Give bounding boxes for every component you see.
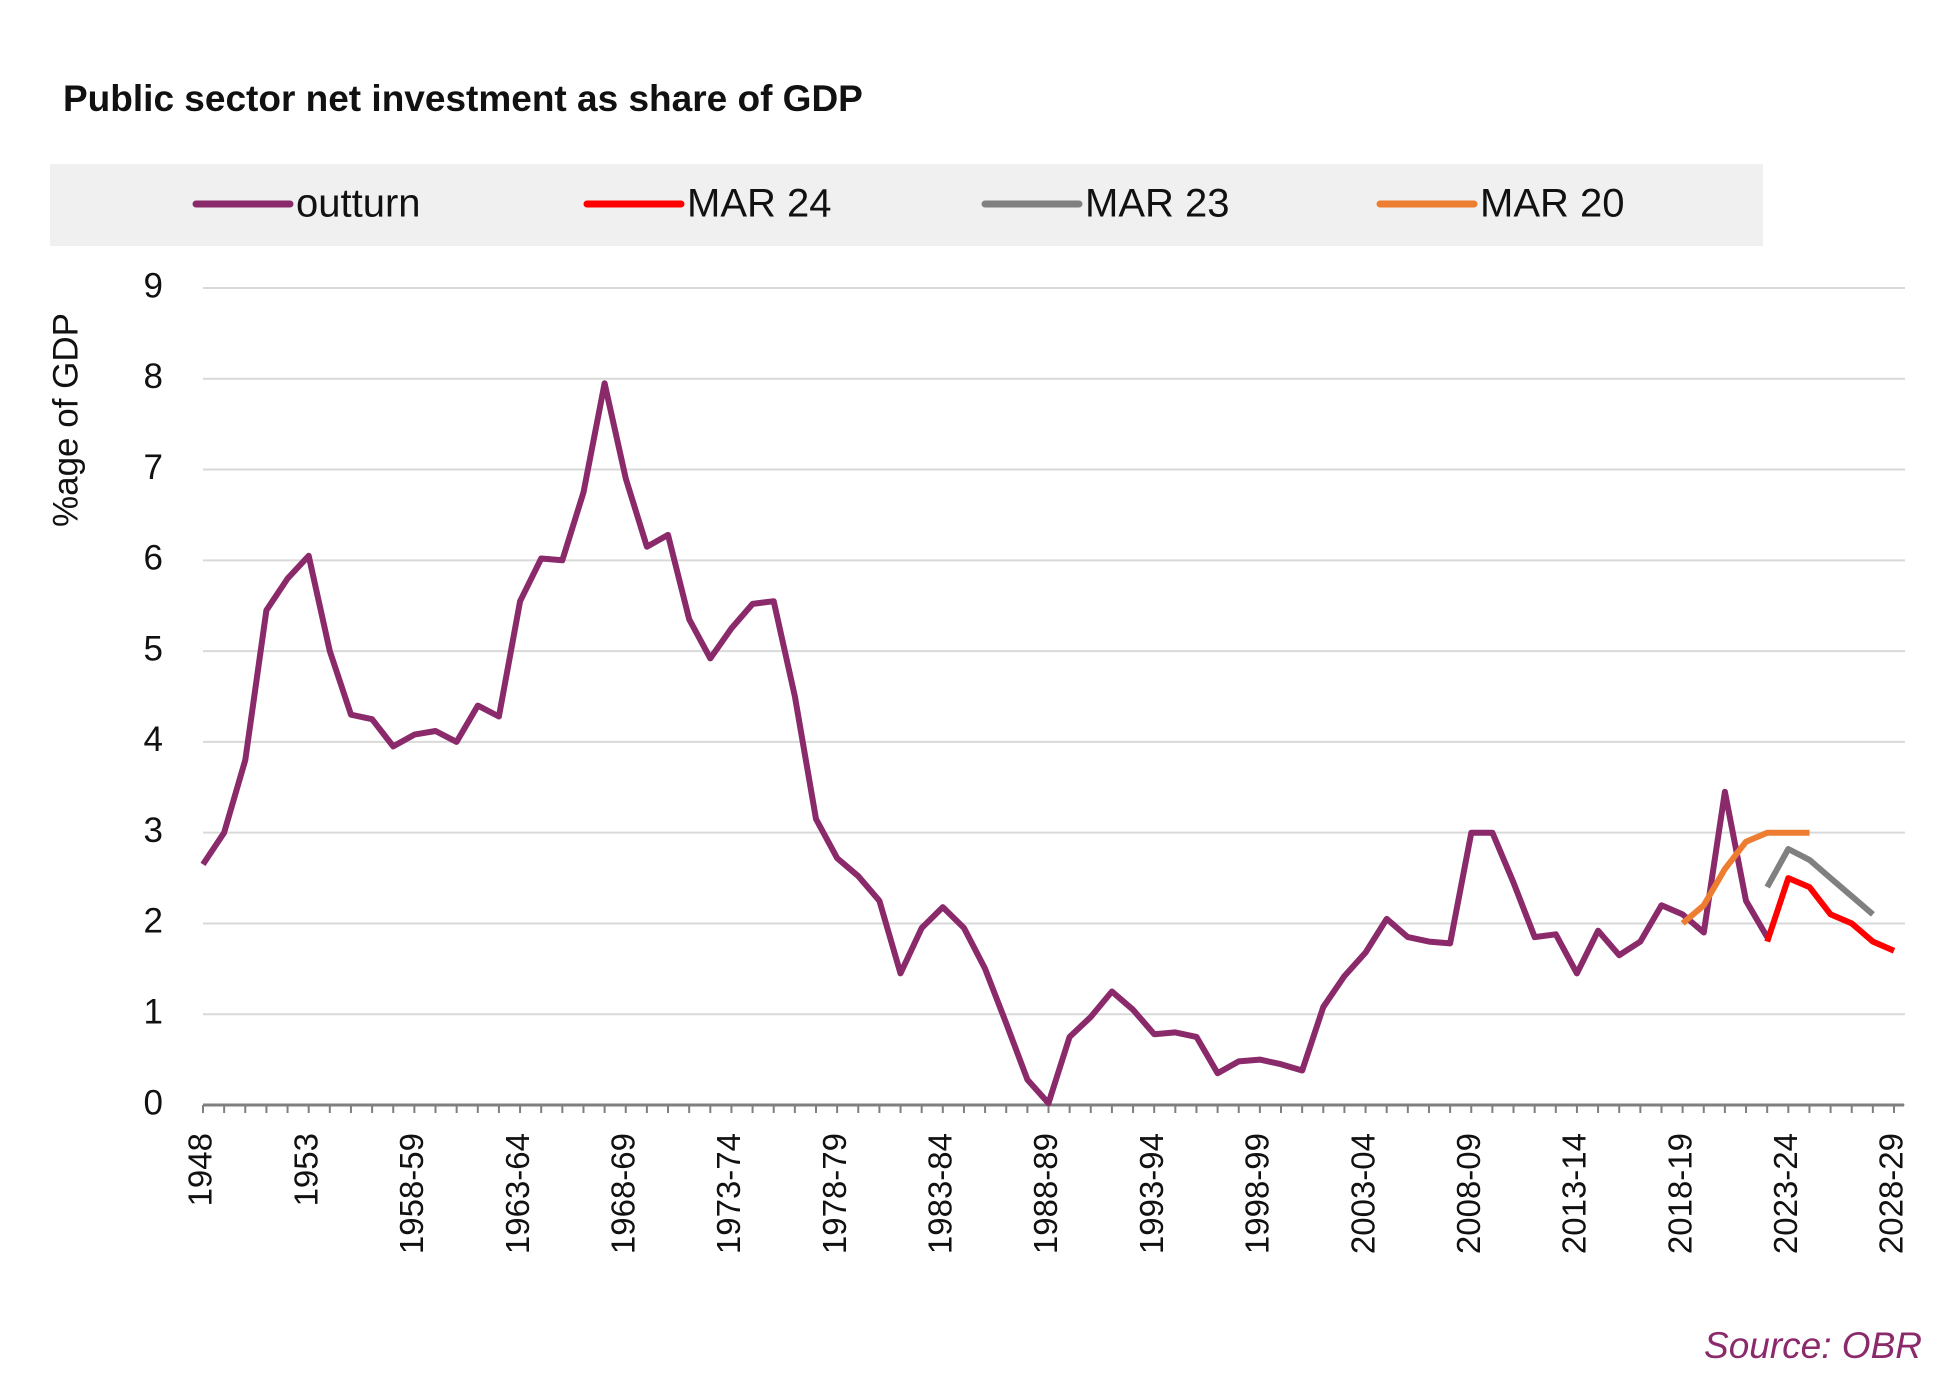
series-line <box>200 380 1770 1107</box>
x-tick-label: 2023-24 <box>1767 1133 1804 1254</box>
source-annotation: Source: OBR <box>1704 1325 1922 1366</box>
x-tick-label: 1993-94 <box>1133 1133 1170 1254</box>
y-tick-label: 1 <box>144 992 163 1031</box>
x-tick-label: 1953 <box>287 1133 324 1206</box>
x-tick-label: 1948 <box>182 1133 219 1206</box>
y-tick-label: 8 <box>144 357 163 396</box>
y-tick-label: 3 <box>144 811 163 850</box>
x-tick-label: 2003-04 <box>1344 1133 1381 1254</box>
y-axis-label: %age of GDP <box>46 313 85 527</box>
x-tick-label: 1958-59 <box>393 1133 430 1254</box>
y-tick-label: 5 <box>144 629 163 668</box>
legend-label: MAR 20 <box>1480 182 1625 226</box>
legend-background <box>50 164 1763 246</box>
series-line <box>1680 829 1810 926</box>
x-tick-label: 1998-99 <box>1239 1133 1276 1254</box>
y-tick-label: 0 <box>144 1083 163 1122</box>
x-tick-label: 2008-09 <box>1450 1133 1487 1254</box>
x-tick-label: 2013-14 <box>1556 1133 1593 1254</box>
x-tick-label: 2028-29 <box>1873 1133 1910 1254</box>
y-tick-label: 7 <box>144 448 163 487</box>
x-tick-label: 1968-69 <box>604 1133 641 1254</box>
legend-label: outturn <box>296 182 421 226</box>
x-tick-label: 1973-74 <box>710 1133 747 1254</box>
y-tick-label: 9 <box>144 266 163 305</box>
legend-label: MAR 23 <box>1085 182 1230 226</box>
chart-title: Public sector net investment as share of… <box>63 78 863 119</box>
series-line <box>1764 875 1896 954</box>
x-tick-label: 1988-89 <box>1027 1133 1064 1254</box>
y-tick-label: 2 <box>144 902 163 941</box>
y-tick-label: 4 <box>144 720 163 759</box>
x-tick-label: 1983-84 <box>922 1133 959 1254</box>
series-line <box>1764 846 1875 917</box>
x-tick-label: 2018-19 <box>1661 1133 1698 1254</box>
y-tick-label: 6 <box>144 539 163 578</box>
x-tick-label: 1963-64 <box>499 1133 536 1254</box>
x-tick-label: 1978-79 <box>816 1133 853 1254</box>
legend-label: MAR 24 <box>687 182 832 226</box>
